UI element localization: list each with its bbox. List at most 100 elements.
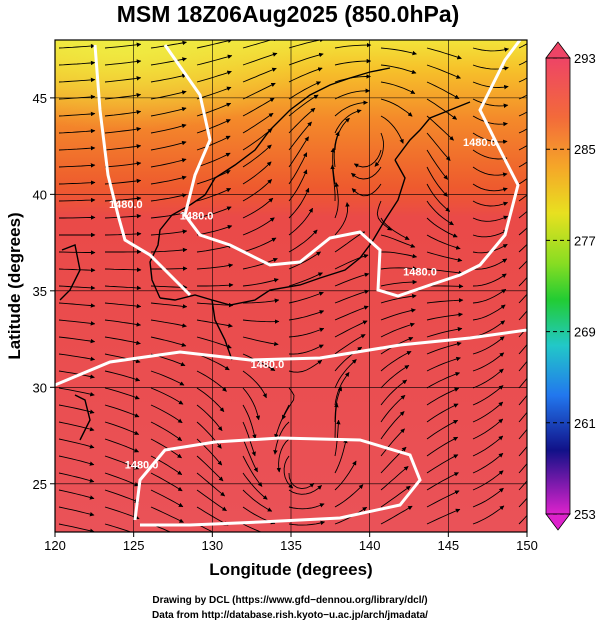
streamline bbox=[518, 411, 527, 423]
streamline bbox=[351, 166, 382, 180]
streamline bbox=[334, 100, 368, 117]
streamline bbox=[472, 132, 508, 145]
data-credit: Data from http://database.rish.kyoto−u.a… bbox=[152, 610, 428, 621]
streamline bbox=[58, 43, 96, 49]
streamline bbox=[196, 353, 230, 371]
streamline bbox=[518, 394, 527, 406]
streamline bbox=[58, 302, 96, 308]
colorbar-tick-label: 293 bbox=[574, 51, 596, 66]
streamline bbox=[426, 341, 462, 355]
streamline bbox=[472, 418, 504, 440]
streamline bbox=[150, 73, 187, 83]
streamline bbox=[150, 489, 184, 508]
streamline bbox=[104, 302, 142, 309]
streamline bbox=[374, 132, 384, 167]
streamline bbox=[518, 111, 527, 117]
streamline bbox=[426, 327, 463, 338]
streamline bbox=[196, 102, 232, 117]
streamline bbox=[150, 421, 183, 442]
streamline bbox=[518, 360, 527, 372]
streamline bbox=[518, 210, 527, 219]
streamline bbox=[288, 152, 308, 185]
streamline bbox=[380, 308, 416, 321]
colorbar-tick-label: 253 bbox=[574, 507, 596, 522]
streamline bbox=[426, 436, 459, 457]
streamline bbox=[426, 98, 458, 120]
streamline bbox=[104, 336, 141, 345]
y-tick-label: 25 bbox=[33, 477, 47, 492]
streamline bbox=[380, 64, 417, 74]
streamline bbox=[104, 421, 140, 435]
streamline bbox=[242, 353, 276, 371]
contour-label: 1480.0 bbox=[251, 359, 285, 371]
streamline bbox=[426, 149, 449, 180]
streamline bbox=[104, 267, 142, 273]
streamline bbox=[518, 178, 527, 185]
streamline bbox=[518, 377, 527, 389]
streamline bbox=[58, 145, 96, 151]
streamline bbox=[242, 52, 278, 66]
streamline bbox=[426, 312, 463, 321]
streamline bbox=[288, 136, 309, 168]
streamline bbox=[472, 200, 509, 207]
streamline bbox=[242, 370, 267, 399]
contour-label: 1480.0 bbox=[403, 266, 437, 278]
streamline bbox=[334, 460, 357, 491]
streamline bbox=[150, 211, 188, 219]
streamline bbox=[58, 180, 96, 185]
streamline bbox=[472, 115, 508, 127]
streamline bbox=[242, 217, 275, 236]
streamline bbox=[518, 77, 527, 83]
streamline bbox=[288, 359, 323, 373]
streamline bbox=[104, 319, 142, 327]
streamline bbox=[518, 161, 527, 168]
streamline bbox=[196, 244, 233, 253]
streamline bbox=[196, 225, 233, 236]
streamline bbox=[242, 455, 263, 487]
streamline bbox=[518, 327, 527, 338]
streamline bbox=[472, 64, 509, 71]
streamline bbox=[472, 470, 504, 491]
streamline bbox=[242, 278, 279, 287]
streamline bbox=[426, 403, 459, 423]
streamline bbox=[351, 183, 382, 197]
streamline bbox=[426, 356, 461, 372]
streamline bbox=[518, 463, 527, 474]
streamline bbox=[334, 320, 368, 338]
map-plot-area: 1480.0 1480.0 1480.0 1480.0 1480.0 1480.0 bbox=[55, 40, 527, 532]
streamline bbox=[58, 267, 96, 273]
streamline bbox=[426, 217, 458, 238]
streamline bbox=[150, 336, 187, 347]
streamline bbox=[426, 372, 461, 389]
streamline bbox=[472, 368, 504, 389]
streamline bbox=[288, 520, 326, 526]
streamline bbox=[104, 76, 142, 83]
streamline bbox=[472, 98, 509, 108]
streamline bbox=[104, 92, 142, 100]
streamline bbox=[242, 197, 274, 219]
streamline bbox=[196, 472, 226, 497]
x-tick-label: 145 bbox=[437, 538, 459, 553]
streamline bbox=[376, 200, 392, 231]
streamline bbox=[104, 472, 140, 487]
lat-lon-grid bbox=[55, 40, 527, 532]
streamline bbox=[518, 514, 527, 525]
streamline bbox=[150, 438, 182, 459]
streamline bbox=[242, 179, 273, 202]
streamline bbox=[104, 161, 142, 168]
streamline bbox=[288, 81, 322, 100]
streamline bbox=[58, 387, 95, 397]
y-tick-label: 35 bbox=[33, 284, 47, 299]
x-tick-label: 135 bbox=[280, 538, 302, 553]
streamline bbox=[150, 193, 187, 202]
streamline bbox=[288, 229, 318, 253]
streamline bbox=[380, 279, 418, 287]
streamline bbox=[426, 419, 459, 440]
streamline bbox=[150, 472, 183, 492]
streamline bbox=[288, 310, 325, 321]
streamline bbox=[334, 402, 339, 440]
streamline bbox=[242, 489, 273, 512]
streamline bbox=[288, 485, 322, 495]
streamline bbox=[274, 404, 290, 439]
streamline bbox=[58, 370, 95, 379]
